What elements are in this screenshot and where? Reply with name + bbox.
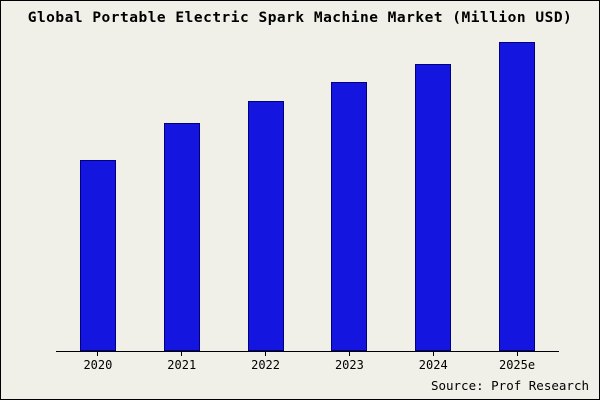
bar-2025e bbox=[499, 42, 536, 351]
source-caption: Source: Prof Research bbox=[430, 378, 589, 393]
plot-area bbox=[56, 30, 559, 352]
bar-2020 bbox=[79, 159, 116, 351]
bar-2023 bbox=[331, 82, 368, 351]
bar-column bbox=[307, 30, 391, 351]
chart-title: Global Portable Electric Spark Machine M… bbox=[27, 10, 573, 26]
x-tick-label-2024: 2024 bbox=[391, 352, 475, 378]
x-tick-text: 2023 bbox=[334, 358, 364, 372]
bar-column bbox=[224, 30, 308, 351]
x-tick-label-2022: 2022 bbox=[224, 352, 308, 378]
bar-2022 bbox=[247, 101, 284, 351]
bar-column bbox=[475, 30, 559, 351]
x-axis-labels: 2020 2021 2022 2023 2024 2025e bbox=[56, 352, 559, 378]
bar-2024 bbox=[415, 63, 452, 351]
bar-column bbox=[391, 30, 475, 351]
x-tick-label-2021: 2021 bbox=[140, 352, 224, 378]
bar-column bbox=[56, 30, 140, 351]
x-tick bbox=[265, 352, 267, 356]
x-tick-text: 2020 bbox=[83, 358, 113, 372]
x-tick bbox=[97, 352, 99, 356]
bar-column bbox=[140, 30, 224, 351]
x-tick-text: 2024 bbox=[418, 358, 448, 372]
x-tick-text: 2025e bbox=[498, 358, 536, 372]
x-tick-label-2020: 2020 bbox=[56, 352, 140, 378]
x-tick-label-2023: 2023 bbox=[307, 352, 391, 378]
x-tick-label-2025e: 2025e bbox=[475, 352, 559, 378]
x-tick bbox=[348, 352, 350, 356]
bar-2021 bbox=[163, 122, 200, 351]
x-tick bbox=[181, 352, 183, 356]
x-tick bbox=[516, 352, 518, 356]
x-tick bbox=[432, 352, 434, 356]
x-tick-text: 2021 bbox=[167, 358, 197, 372]
x-tick-text: 2022 bbox=[251, 358, 281, 372]
plot-wrapper: 2020 2021 2022 2023 2024 2025e bbox=[56, 30, 559, 378]
